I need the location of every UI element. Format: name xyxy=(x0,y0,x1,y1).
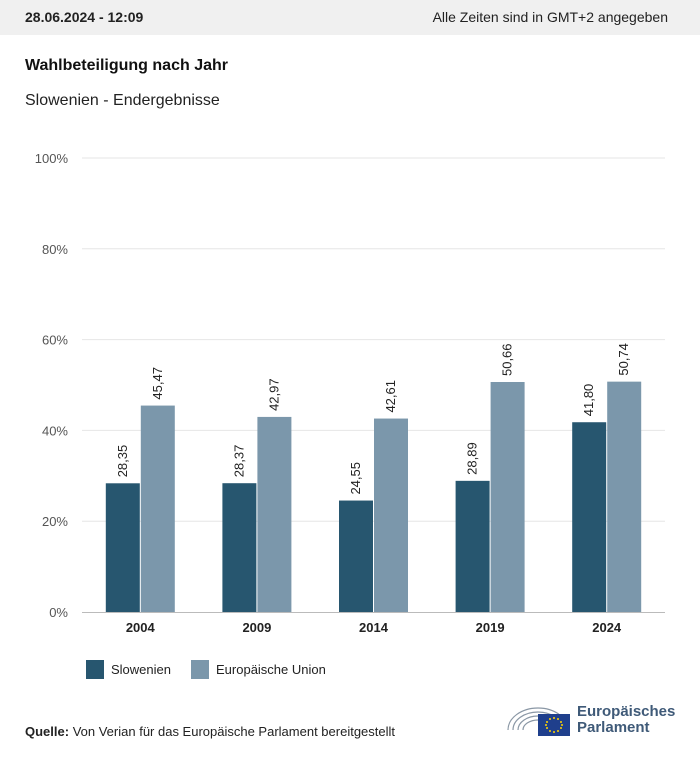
logo-line2: Parlament xyxy=(577,719,650,736)
source-note: Quelle: Von Verian für das Europäische P… xyxy=(25,724,395,739)
legend-label-slowenien: Slowenien xyxy=(111,662,171,677)
data-label: 24,55 xyxy=(348,462,363,495)
bar-eu-2009 xyxy=(257,416,292,612)
x-tick-label: 2024 xyxy=(592,620,622,635)
legend-label-eu: Europäische Union xyxy=(216,662,326,677)
data-label: 42,61 xyxy=(383,380,398,413)
bar-slowenien-2019 xyxy=(455,480,490,612)
source-text: Von Verian für das Europäische Parlament… xyxy=(72,724,396,739)
logo-text: Europäisches Parlament xyxy=(577,704,675,736)
bar-slowenien-2004 xyxy=(105,483,140,612)
data-label: 50,74 xyxy=(616,343,631,376)
timestamp: 28.06.2024 - 12:09 xyxy=(25,9,144,25)
top-bar: 28.06.2024 - 12:09 Alle Zeiten sind in G… xyxy=(0,0,700,35)
data-label: 28,35 xyxy=(115,445,130,478)
data-label: 28,37 xyxy=(231,445,246,478)
bar-eu-2004 xyxy=(140,405,175,612)
bar-eu-2024 xyxy=(607,381,642,612)
bar-slowenien-2009 xyxy=(222,483,257,612)
bar-chart: 0% 20% 40% 60% 80% 100% 28,35 45,47 2004 28,37 42,… xyxy=(35,151,665,635)
y-tick-label: 100% xyxy=(35,151,69,166)
y-tick-label: 20% xyxy=(42,514,68,529)
y-tick-label: 0% xyxy=(49,605,68,620)
data-label: 28,89 xyxy=(465,442,480,475)
legend-item-eu: Europäische Union xyxy=(191,660,326,679)
chart-subtitle: Slowenien - Endergebnisse xyxy=(25,92,220,109)
bar-eu-2019 xyxy=(490,382,525,612)
data-label: 50,66 xyxy=(500,343,515,376)
timezone-note: Alle Zeiten sind in GMT+2 angegeben xyxy=(432,9,668,25)
y-tick-label: 60% xyxy=(42,333,68,348)
data-label: 45,47 xyxy=(150,367,165,400)
ep-logo: Europäisches Parlament xyxy=(505,700,675,740)
bar-slowenien-2014 xyxy=(339,500,373,612)
x-tick-label: 2019 xyxy=(476,620,505,635)
legend-swatch-eu xyxy=(191,660,209,679)
source-label: Quelle: xyxy=(25,724,70,739)
chart-title: Wahlbeteiligung nach Jahr xyxy=(25,57,228,74)
parliament-emblem-icon xyxy=(507,707,570,736)
x-tick-label: 2014 xyxy=(359,620,389,635)
legend: Slowenien Europäische Union xyxy=(86,660,346,679)
data-label: 42,97 xyxy=(266,378,281,411)
x-tick-label: 2004 xyxy=(126,620,156,635)
y-tick-label: 40% xyxy=(42,423,68,438)
bar-slowenien-2024 xyxy=(572,422,607,612)
logo-line1: Europäisches xyxy=(577,703,676,720)
bar-eu-2014 xyxy=(374,418,408,612)
x-tick-label: 2009 xyxy=(242,620,271,635)
y-tick-label: 80% xyxy=(42,242,68,257)
legend-item-slowenien: Slowenien xyxy=(86,660,171,679)
data-label: 41,80 xyxy=(581,384,596,417)
legend-swatch-slowenien xyxy=(86,660,104,679)
